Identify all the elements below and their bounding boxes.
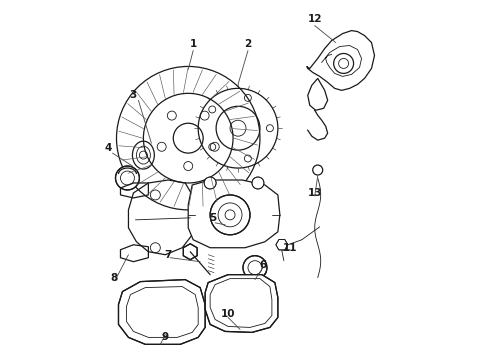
Circle shape [210,195,250,235]
Text: 8: 8 [110,273,117,283]
Text: 12: 12 [308,14,322,24]
Circle shape [204,177,216,189]
Circle shape [116,166,140,190]
Text: 2: 2 [245,39,251,49]
Text: 7: 7 [165,250,172,260]
Text: 9: 9 [162,332,169,342]
Text: 13: 13 [308,188,322,198]
Polygon shape [183,244,197,260]
Circle shape [252,177,264,189]
Text: 3: 3 [130,90,137,100]
Text: 10: 10 [221,310,235,319]
Text: 5: 5 [210,213,217,223]
Text: 6: 6 [259,260,267,270]
Polygon shape [188,180,280,248]
Polygon shape [276,239,288,250]
Text: 1: 1 [190,39,197,49]
Text: 11: 11 [283,243,297,253]
Polygon shape [119,280,205,345]
Text: 4: 4 [105,143,112,153]
Circle shape [243,256,267,280]
Polygon shape [205,275,278,332]
